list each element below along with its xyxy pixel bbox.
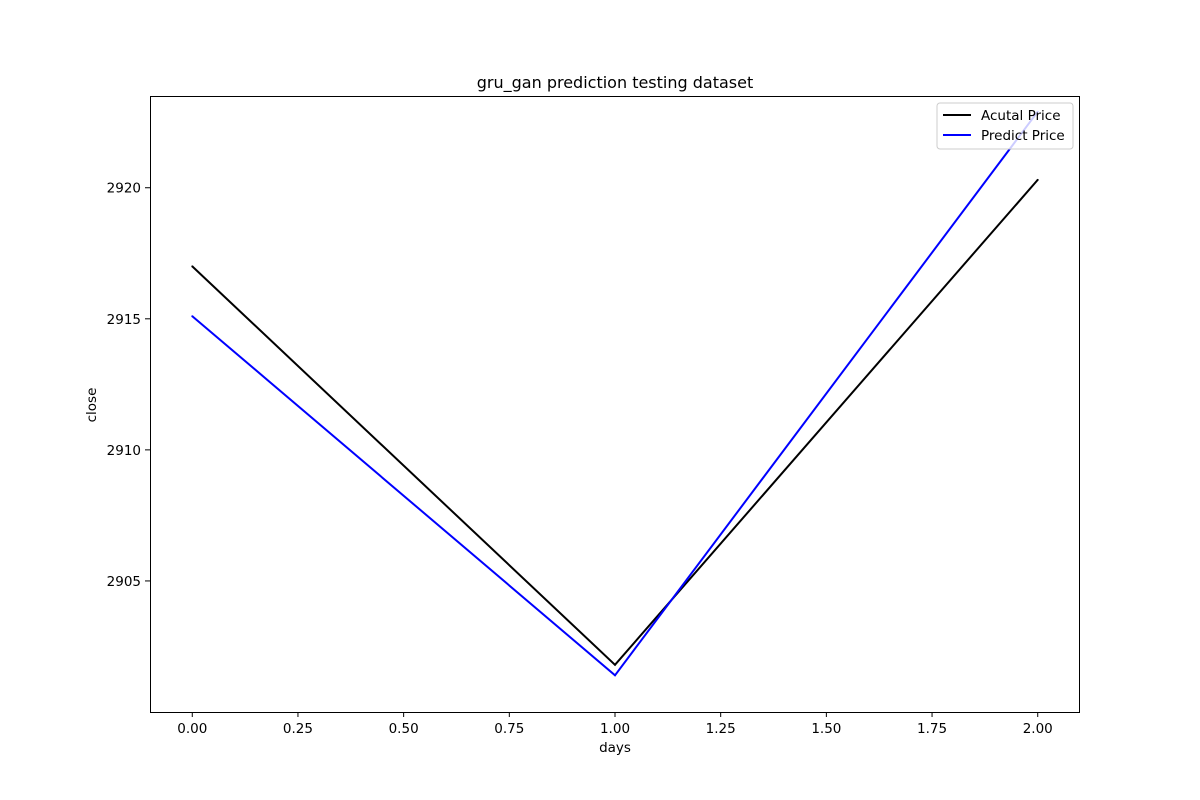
y-axis: 2905 2910 2915 2920 [107,181,150,590]
chart-title: gru_gan prediction testing dataset [477,73,753,93]
x-tick-label: 0.75 [494,721,524,737]
x-tick-label: 1.25 [706,721,736,737]
x-tick-label: 0.25 [283,721,313,737]
series-line-1 [191,111,1039,677]
y-axis-label: close [84,388,100,423]
x-tick-label: 2.00 [1023,721,1053,737]
y-tick-label: 2920 [107,181,141,197]
x-axis: 0.00 0.25 0.50 0.75 1.00 1.25 1.50 1.75 2.00 [177,712,1053,737]
series-1-point [614,674,616,677]
x-tick-label: 1.00 [600,721,630,737]
y-tick-label: 2910 [107,443,141,459]
series-1-point [191,315,194,318]
series-0-point [191,265,194,268]
series-0-point [1036,178,1039,181]
x-tick-label: 0.50 [389,721,419,737]
x-tick-label: 1.50 [811,721,841,737]
legend: Acutal Price Predict Price [936,102,1074,150]
series-line-0 [191,179,1039,667]
y-tick-label: 2905 [107,574,141,590]
plot-frame [150,96,1080,713]
legend-label-0: Acutal Price [981,108,1061,124]
x-tick-label: 0.00 [177,721,207,737]
series-layer [191,110,1039,677]
legend-label-1: Predict Price [981,128,1065,144]
series-0-point [614,663,616,666]
x-tick-label: 1.75 [917,721,947,737]
y-tick-label: 2915 [107,312,141,328]
x-axis-label: days [599,740,631,756]
